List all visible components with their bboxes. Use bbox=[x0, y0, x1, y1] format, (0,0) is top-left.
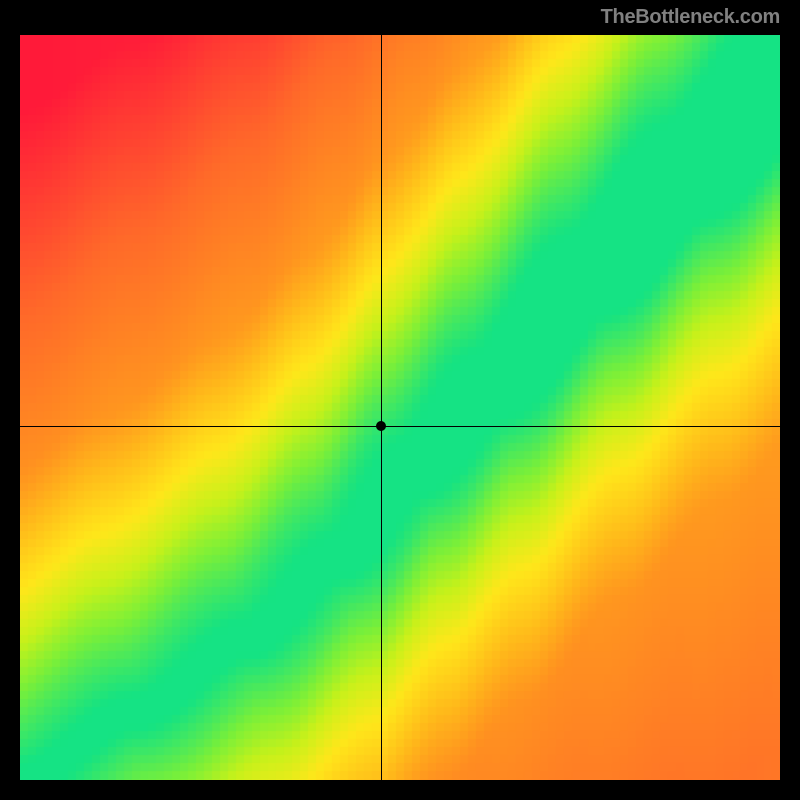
crosshair-vertical bbox=[381, 35, 382, 780]
crosshair-horizontal bbox=[20, 426, 780, 427]
heatmap-canvas bbox=[20, 35, 780, 780]
plot-area bbox=[20, 35, 780, 780]
chart-frame: TheBottleneck.com bbox=[0, 0, 800, 800]
crosshair-marker bbox=[376, 421, 386, 431]
watermark-text: TheBottleneck.com bbox=[601, 6, 780, 29]
